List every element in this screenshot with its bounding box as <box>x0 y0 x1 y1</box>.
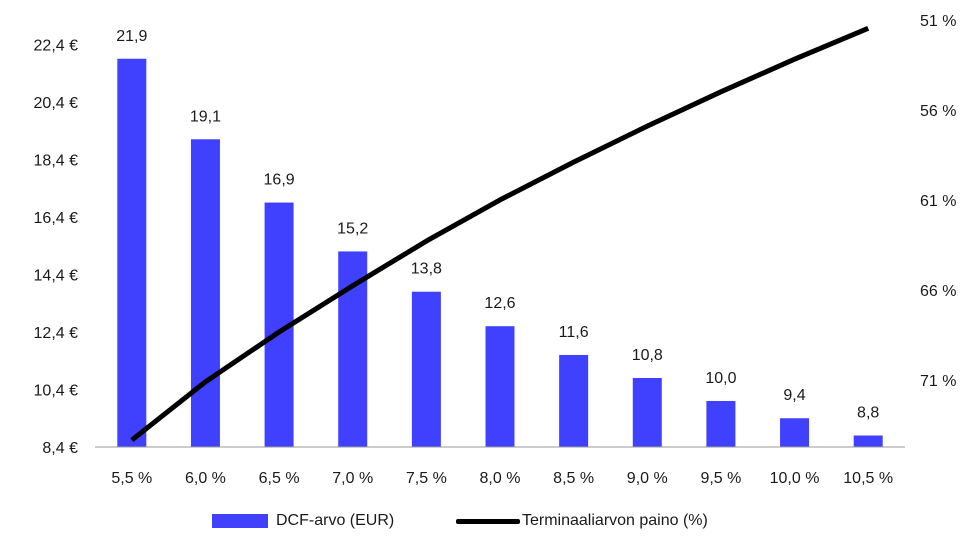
x-tick-label: 7,0 % <box>332 470 373 487</box>
left-tick-label: 18,4 € <box>34 152 79 169</box>
bar <box>853 435 883 447</box>
right-tick-label: 66 % <box>920 283 956 300</box>
bar <box>559 354 589 447</box>
x-tick-label: 10,0 % <box>770 470 820 487</box>
bar <box>632 377 662 447</box>
left-tick-label: 10,4 € <box>34 382 79 399</box>
line-series-terminaaliarvon-paino <box>130 25 870 443</box>
legend-swatch-dcf <box>212 514 268 528</box>
chart: 8,4 € 10,4 € 12,4 € 14,4 € 16,4 € 18,4 € 20,4 … <box>34 13 957 487</box>
bar-data-label: 13,8 <box>411 261 442 278</box>
bar-data-label: 11,6 <box>559 324 589 341</box>
x-axis-ticks: 5,5 % 6,0 % 6,5 % 7,0 % 7,5 % 8,0 % 8,5 % 9,0 %… <box>111 470 893 487</box>
x-tick-label: 6,0 % <box>185 470 226 487</box>
bar-data-label: 12,6 <box>484 295 515 312</box>
bar <box>485 326 515 447</box>
left-tick-label: 14,4 € <box>34 267 79 284</box>
bar <box>411 291 441 447</box>
left-axis-ticks: 8,4 € 10,4 € 12,4 € 14,4 € 16,4 € 18,4 € 20,4 … <box>34 37 79 457</box>
right-axis-ticks: 51 % 56 % 61 % 66 % 71 % <box>920 13 956 390</box>
x-tick-label: 7,5 % <box>406 470 447 487</box>
legend-label-dcf: DCF-arvo (EUR) <box>276 512 395 529</box>
bar-data-label: 19,1 <box>190 108 221 125</box>
legend-item-terminal: Terminaaliarvon paino (%) <box>456 512 708 530</box>
left-tick-label: 8,4 € <box>42 440 78 457</box>
left-tick-label: 20,4 € <box>34 95 79 112</box>
x-tick-label: 10,5 % <box>843 470 893 487</box>
bar-data-label: 10,0 <box>705 370 736 387</box>
x-tick-label: 5,5 % <box>111 470 152 487</box>
bar-data-label: 15,2 <box>337 220 368 237</box>
x-tick-label: 9,0 % <box>627 470 668 487</box>
bar <box>190 139 220 447</box>
x-tick-label: 9,5 % <box>700 470 741 487</box>
bar-data-label: 9,4 <box>783 387 805 404</box>
legend-label-terminal: Terminaaliarvon paino (%) <box>522 512 708 529</box>
right-tick-label: 56 % <box>920 103 956 120</box>
bar-data-label: 10,8 <box>632 347 663 364</box>
bar <box>706 400 736 447</box>
bar-data-label: 21,9 <box>116 28 147 45</box>
left-tick-label: 12,4 € <box>34 325 79 342</box>
right-tick-label: 61 % <box>920 193 956 210</box>
bar <box>117 58 147 448</box>
left-tick-label: 16,4 € <box>34 210 79 227</box>
bar-data-labels: 21,9 19,1 16,9 15,2 13,8 12,6 11,6 10,8 10,0 9,4 8… <box>116 28 879 422</box>
right-tick-label: 51 % <box>920 13 956 30</box>
x-tick-label: 8,0 % <box>480 470 521 487</box>
x-tick-label: 8,5 % <box>553 470 594 487</box>
legend-swatch-terminal <box>456 518 520 524</box>
x-tick-label: 6,5 % <box>259 470 300 487</box>
left-tick-label: 22,4 € <box>34 37 79 54</box>
bar-data-label: 8,8 <box>857 404 879 421</box>
bars <box>117 58 883 448</box>
bar-data-label: 16,9 <box>264 172 295 189</box>
bar <box>780 418 810 447</box>
legend-item-dcf: DCF-arvo (EUR) <box>212 512 394 530</box>
right-tick-label: 71 % <box>920 373 956 390</box>
legend: DCF-arvo (EUR) Terminaaliarvon paino (%) <box>0 512 971 536</box>
